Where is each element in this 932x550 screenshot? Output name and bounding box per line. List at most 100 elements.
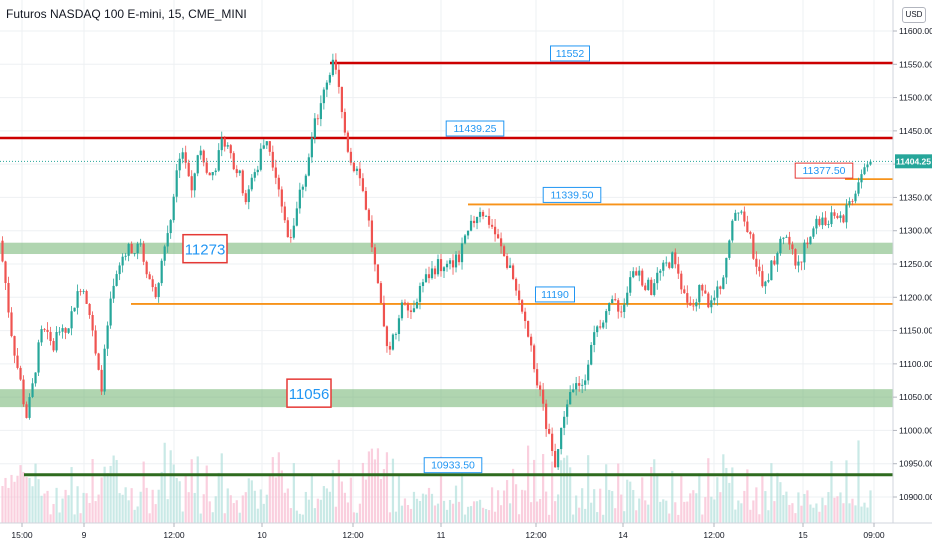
candle-body (199, 150, 202, 156)
candle-body (40, 329, 43, 343)
volume-bar (421, 493, 425, 523)
volume-bar (385, 452, 389, 523)
candle-body (253, 172, 256, 178)
candle-body (689, 302, 692, 306)
volume-bar (797, 492, 800, 523)
candle-body (364, 191, 368, 210)
zone-label-box[interactable] (286, 378, 332, 408)
candle-body (88, 303, 91, 315)
volume-bar (812, 507, 815, 523)
candle-body (656, 272, 659, 284)
candle-body (728, 240, 731, 258)
volume-bar (274, 477, 277, 523)
volume-bar (499, 505, 503, 523)
volume-bar (596, 512, 599, 523)
volume-bar (121, 494, 124, 523)
volume-bar (575, 495, 578, 523)
volume-bar (617, 463, 620, 523)
currency-button[interactable]: USD (902, 7, 926, 23)
level-label-box[interactable] (423, 457, 483, 474)
level-label[interactable]: 11190 (541, 289, 569, 301)
volume-bar (563, 457, 566, 523)
volume-bar (851, 498, 854, 523)
volume-bar (638, 498, 641, 523)
candle-body (644, 285, 647, 290)
volume-bar (325, 488, 328, 523)
level-label[interactable]: 11552 (556, 48, 585, 60)
level-label-box[interactable] (542, 186, 602, 203)
zone-11273 (0, 242, 893, 255)
candle-body (181, 152, 184, 159)
level-label[interactable]: 11339.50 (550, 189, 593, 201)
volume-bar (187, 492, 190, 523)
candle-body (731, 220, 734, 241)
candle-body (205, 162, 208, 173)
candle-body (352, 162, 356, 172)
candle-body (466, 230, 470, 236)
volume-bar (536, 501, 539, 523)
candle-body (779, 238, 782, 254)
candle-body (463, 235, 467, 244)
volume-bar (854, 505, 857, 523)
volume-bar (701, 514, 704, 523)
candle-body (815, 218, 818, 229)
level-label-box[interactable] (794, 162, 854, 179)
candle-body (34, 372, 37, 384)
volume-bar (145, 487, 148, 523)
volume-bar (19, 465, 22, 523)
volume-bar (298, 513, 301, 523)
volume-bar (539, 498, 542, 523)
candle-body (710, 300, 713, 308)
volume-bar (205, 465, 208, 523)
volume-bar (232, 503, 235, 523)
volume-bar (809, 504, 812, 523)
volume-bar (791, 503, 794, 523)
y-tick-labels: 11600.0011550.0011500.0011450.0011400.00… (893, 26, 932, 502)
level-label[interactable]: 11439.25 (453, 123, 496, 135)
candle-body (863, 167, 866, 175)
volume-bar (632, 489, 635, 523)
candle-body (548, 428, 551, 434)
volume-bar (127, 500, 130, 523)
candle-body (833, 212, 836, 216)
volume-bar (160, 471, 163, 523)
x-tick-label: 12:00 (163, 530, 185, 540)
volume-bar (496, 490, 500, 523)
candle-body (454, 254, 458, 268)
volume-bar (112, 455, 115, 523)
level-label-box[interactable] (550, 45, 590, 62)
zone-label[interactable]: 11273 (185, 242, 226, 259)
volume-bar (46, 490, 49, 523)
y-tick-label: 11600.00 (899, 26, 932, 36)
candle-body (166, 233, 169, 247)
volume-bar (656, 475, 659, 523)
volume-bar (25, 477, 28, 523)
zone-label-box[interactable] (182, 233, 228, 264)
volume-bar (430, 493, 434, 523)
candle-body (214, 170, 217, 173)
candle-body (43, 329, 46, 330)
level-label[interactable]: 11377.50 (802, 165, 845, 177)
candle-body (16, 355, 19, 368)
level-labels[interactable]: 11552 11439.25 11377.50 11339.50 11190 10933.… (182, 45, 854, 474)
candle-body (133, 253, 136, 255)
volume-bar (704, 497, 707, 523)
candle-body (142, 243, 145, 262)
volume-bar (16, 475, 19, 523)
volume-bar (487, 510, 491, 523)
level-label-box[interactable] (445, 120, 505, 137)
candle-body (566, 404, 569, 417)
level-label-box[interactable] (535, 286, 575, 303)
candle-body (445, 263, 449, 268)
level-label[interactable]: 10933.50 (431, 460, 475, 472)
horizontal-levels[interactable] (0, 61, 893, 477)
candle-body (457, 254, 461, 263)
candle-body (734, 212, 737, 221)
volume-bar (409, 508, 413, 523)
candle-body (304, 175, 307, 187)
zone-label[interactable]: 11056 (289, 386, 330, 403)
volume-bar (578, 507, 581, 523)
candle-body (536, 369, 539, 386)
volume-bar (749, 509, 752, 523)
